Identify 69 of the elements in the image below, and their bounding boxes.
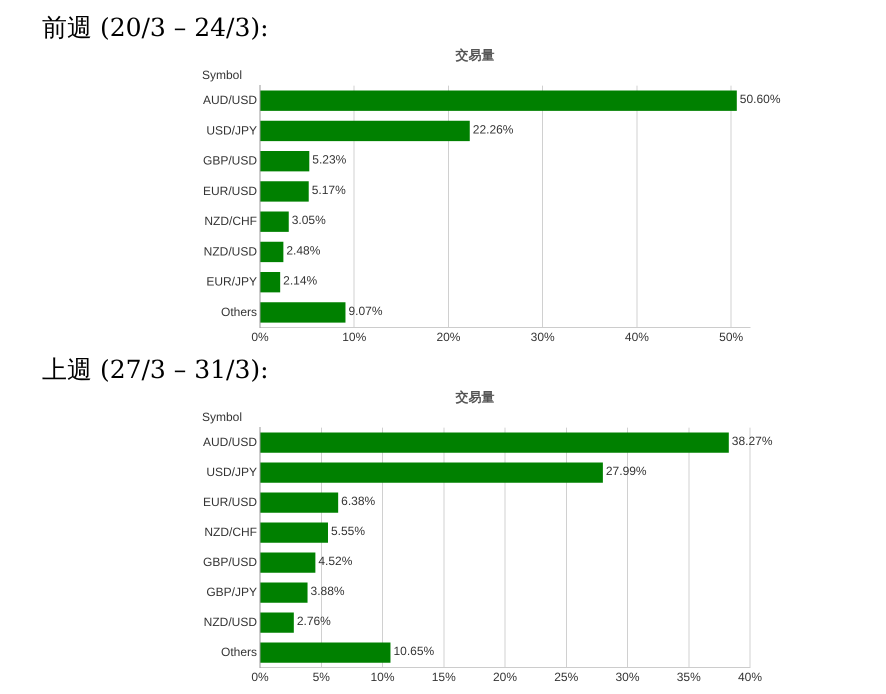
data-label: 27.99% — [606, 464, 647, 478]
y-tick-label: Others — [220, 304, 258, 319]
data-label: 2.14% — [283, 274, 318, 288]
bar — [260, 272, 280, 292]
y-tick-label: NZD/USD — [204, 614, 258, 629]
bar — [260, 120, 470, 142]
y-tick-label: Others — [220, 644, 258, 659]
x-tick-label: 10% — [370, 670, 395, 684]
y-axis-title: Symbol — [202, 68, 242, 82]
y-tick-label: USD/JPY — [206, 464, 258, 479]
bar — [260, 302, 346, 323]
y-axis-title: Symbol — [202, 410, 242, 424]
bar — [260, 642, 390, 663]
y-tick-label: EUR/USD — [202, 494, 258, 509]
bar — [260, 492, 338, 513]
x-tick-label: 35% — [676, 670, 702, 684]
data-label: 2.76% — [296, 614, 332, 628]
x-tick-label: 40% — [624, 330, 650, 344]
bar — [260, 552, 316, 573]
x-tick-label: 0% — [251, 330, 270, 344]
bar — [260, 522, 328, 543]
y-tick-label: NZD/CHF — [204, 524, 258, 539]
chart-title: 前週 (20/3 – 24/3): — [42, 12, 270, 44]
bar — [260, 612, 294, 633]
data-label: 38.27% — [732, 434, 773, 448]
bar — [260, 242, 284, 262]
bar — [260, 432, 729, 453]
x-tick-label: 0% — [251, 670, 270, 684]
data-label: 6.38% — [341, 494, 376, 508]
x-tick-label: 50% — [719, 330, 744, 344]
x-tick-label: 15% — [432, 670, 456, 684]
x-tick-label: 10% — [342, 330, 367, 344]
y-tick-label: GBP/USD — [202, 154, 258, 168]
x-tick-label: 30% — [615, 670, 640, 684]
bar — [260, 582, 308, 603]
chart-subtitle: 交易量 — [454, 389, 494, 404]
y-tick-label: GBP/USD — [202, 554, 258, 569]
data-label: 4.52% — [318, 554, 353, 568]
data-label: 5.55% — [331, 524, 366, 538]
data-label: 50.60% — [740, 92, 781, 106]
data-label: 3.05% — [292, 213, 326, 228]
chart-title: 上週 (27/3 – 31/3): — [42, 354, 270, 386]
x-tick-label: 20% — [492, 670, 518, 684]
x-tick-label: 20% — [436, 330, 461, 344]
data-label: 9.07% — [348, 304, 383, 318]
x-tick-label: 40% — [738, 670, 762, 684]
y-tick-label: AUD/USD — [202, 434, 258, 449]
data-label: 10.65% — [393, 644, 434, 658]
bar — [260, 90, 737, 111]
bar — [260, 462, 603, 483]
data-label: 5.23% — [312, 152, 347, 167]
x-tick-label: 30% — [530, 330, 556, 344]
y-tick-label: EUR/USD — [202, 184, 258, 198]
bar — [260, 181, 309, 202]
bar — [260, 151, 310, 172]
bar — [260, 212, 289, 232]
data-label: 2.48% — [286, 243, 321, 258]
y-tick-label: USD/JPY — [206, 123, 258, 138]
y-tick-label: AUD/USD — [202, 93, 258, 108]
y-tick-label: NZD/CHF — [204, 214, 258, 228]
chart-subtitle: 交易量 — [454, 47, 494, 62]
data-label: 3.88% — [310, 584, 345, 598]
y-tick-label: EUR/JPY — [206, 274, 258, 289]
data-label: 22.26% — [472, 122, 514, 136]
y-tick-label: GBP/JPY — [206, 584, 258, 599]
y-tick-label: NZD/USD — [204, 244, 258, 258]
data-label: 5.17% — [312, 182, 346, 197]
x-tick-label: 5% — [312, 670, 330, 684]
x-tick-label: 25% — [554, 670, 579, 684]
